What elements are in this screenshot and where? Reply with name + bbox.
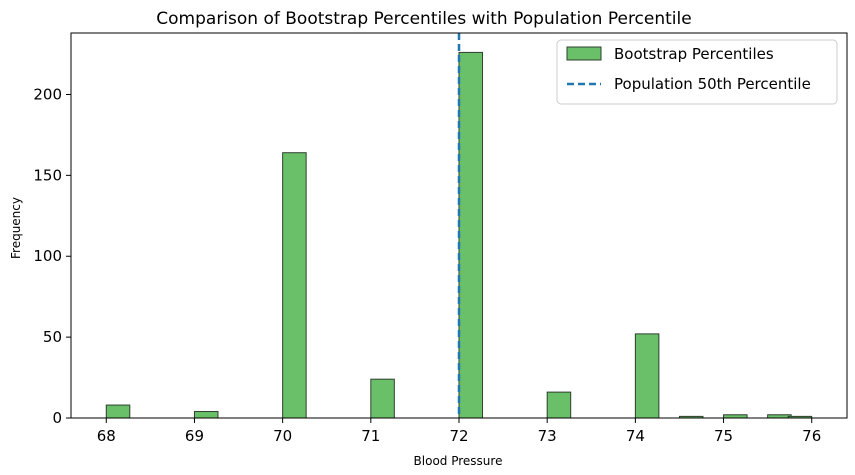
y-tick-label: 100 <box>33 247 62 265</box>
x-tick-label: 71 <box>361 427 380 445</box>
x-tick-label: 76 <box>802 427 821 445</box>
legend: Bootstrap Percentiles Population 50th Pe… <box>556 39 838 105</box>
legend-swatch-bootstrap <box>566 46 602 61</box>
x-tick-label: 75 <box>714 427 733 445</box>
x-tick-label: 70 <box>273 427 292 445</box>
histogram-bar <box>370 378 395 419</box>
y-tick-label: 200 <box>33 85 62 103</box>
y-axis-label: Frequency <box>9 197 23 259</box>
histogram-bar <box>193 411 219 419</box>
histogram-bar <box>634 333 660 419</box>
x-tick-label: 68 <box>97 427 116 445</box>
histogram-bar <box>546 391 572 419</box>
legend-box <box>556 39 838 105</box>
x-axis: 68 69 70 71 72 73 74 75 76 <box>97 418 821 445</box>
y-axis: 0 50 100 150 200 <box>33 85 71 427</box>
histogram-bar <box>105 404 131 419</box>
y-tick-label: 0 <box>52 409 62 427</box>
x-tick-label: 69 <box>185 427 204 445</box>
x-tick-label: 73 <box>538 427 557 445</box>
legend-label-population: Population 50th Percentile <box>614 75 811 93</box>
legend-label-bootstrap: Bootstrap Percentiles <box>614 45 774 63</box>
x-axis-label: Blood Pressure <box>414 454 503 468</box>
chart-title: Comparison of Bootstrap Percentiles with… <box>156 9 691 29</box>
y-tick-label: 150 <box>33 166 62 184</box>
histogram-bar <box>458 51 484 419</box>
histogram-bar <box>282 152 307 419</box>
x-tick-label: 72 <box>449 427 468 445</box>
y-tick-label: 50 <box>43 328 62 346</box>
x-tick-label: 74 <box>626 427 645 445</box>
